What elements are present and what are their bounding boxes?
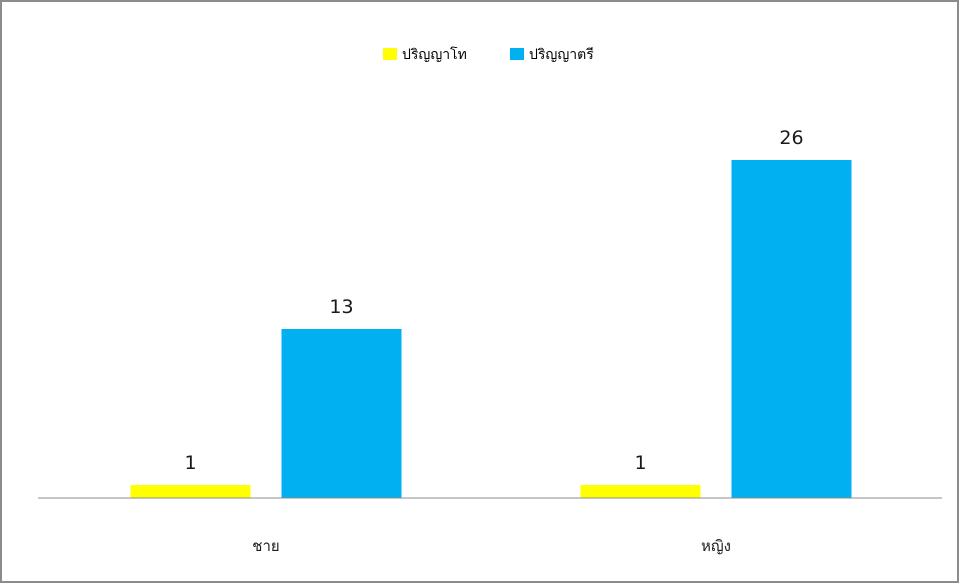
data-labels: 1 13 1 26	[184, 127, 803, 474]
legend-label-0: ปริญญาโท	[402, 46, 467, 63]
bar-bachelors-0	[281, 329, 402, 498]
data-label-0-1: 1	[634, 452, 646, 474]
category-label-1: หญิง	[701, 537, 731, 555]
bars	[130, 160, 852, 498]
category-label-0: ชาย	[252, 537, 279, 555]
legend-swatch-1	[510, 48, 524, 60]
legend: ปริญญาโท ปริญญาตรี	[383, 46, 594, 63]
legend-label-1: ปริญญาตรี	[529, 47, 594, 63]
data-label-0-0: 1	[184, 452, 196, 474]
bar-masters-1	[580, 485, 701, 498]
bar-masters-0	[130, 485, 251, 498]
bar-bachelors-1	[731, 160, 852, 498]
data-label-1-1: 26	[779, 127, 803, 149]
data-label-1-0: 13	[329, 296, 353, 318]
category-labels: ชาย หญิง	[252, 537, 731, 555]
legend-swatch-0	[383, 48, 397, 60]
